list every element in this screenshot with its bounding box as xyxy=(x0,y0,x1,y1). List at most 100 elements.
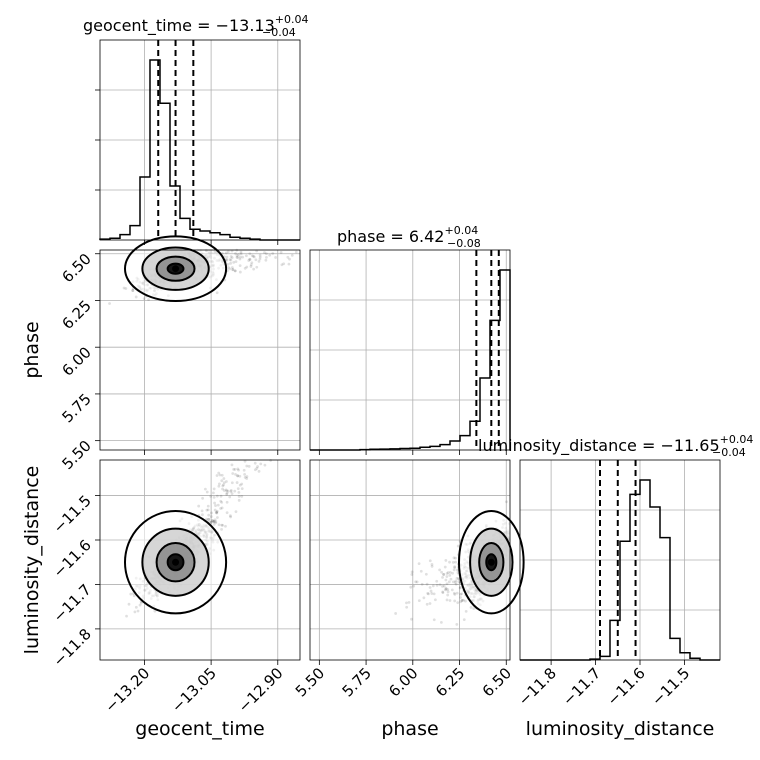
scatter-point xyxy=(442,573,445,576)
scatter-point xyxy=(248,257,252,261)
scatter-point xyxy=(407,600,411,604)
scatter-point xyxy=(233,467,237,471)
scatter-point xyxy=(219,494,223,498)
scatter-point xyxy=(250,261,254,265)
scatter-point xyxy=(428,559,432,563)
scatter-point xyxy=(453,566,457,570)
scatter-point xyxy=(459,585,462,589)
scatter-point xyxy=(279,251,283,254)
tick-label-x: −11.7 xyxy=(559,664,604,709)
scatter-point xyxy=(237,468,240,472)
scatter-point xyxy=(443,588,447,592)
scatter-point xyxy=(228,258,232,261)
scatter-point xyxy=(464,609,468,613)
scatter-point xyxy=(458,586,462,590)
scatter-point xyxy=(224,488,228,492)
scatter-point xyxy=(212,520,215,524)
scatter-point xyxy=(206,508,210,512)
scatter-point xyxy=(207,513,211,517)
scatter-point xyxy=(441,575,444,579)
scatter-point xyxy=(217,482,221,486)
scatter-point xyxy=(456,601,460,605)
scatter-point xyxy=(205,517,208,521)
scatter-point xyxy=(214,511,218,514)
scatter-point xyxy=(459,596,462,599)
scatter-point xyxy=(449,577,453,581)
scatter-point xyxy=(249,265,253,268)
scatter-point xyxy=(271,252,275,255)
scatter-point xyxy=(445,582,449,586)
scatter-point xyxy=(211,491,215,495)
tick-label-y: −11.7 xyxy=(50,581,95,626)
scatter-point xyxy=(455,576,459,580)
scatter-point xyxy=(233,269,237,273)
scatter-point xyxy=(288,257,291,261)
scatter-point xyxy=(240,495,244,498)
scatter-point xyxy=(234,252,237,255)
scatter-point xyxy=(139,601,143,605)
histogram-geocent-time xyxy=(99,59,300,241)
scatter-point xyxy=(452,568,456,572)
panel-geocent-time-vs-luminosity-distance-frame xyxy=(99,459,301,661)
scatter-point xyxy=(212,522,216,526)
scatter-point xyxy=(444,578,448,582)
scatter-point xyxy=(417,562,421,566)
scatter-point xyxy=(450,588,454,592)
scatter-point xyxy=(213,518,217,522)
tick-label-x: −12.90 xyxy=(235,664,287,716)
scatter-point xyxy=(225,492,229,496)
scatter-point xyxy=(442,573,446,576)
tick-label-y: 6.25 xyxy=(58,297,94,333)
scatter-point xyxy=(469,606,473,609)
scatter-point xyxy=(438,583,442,587)
ylabel-luminosity-distance: luminosity_distance xyxy=(21,466,43,655)
title-geocent-time: geocent_time = −13.13+0.04 −0.04 xyxy=(83,13,309,39)
scatter-point xyxy=(129,592,133,596)
scatter-point xyxy=(286,255,290,259)
scatter-point xyxy=(205,508,209,512)
scatter-point xyxy=(422,596,426,600)
scatter-point xyxy=(225,480,228,483)
scatter-point xyxy=(245,477,249,480)
scatter-point xyxy=(236,255,240,259)
scatter-point xyxy=(220,500,224,504)
scatter-point xyxy=(438,568,442,572)
scatter-point xyxy=(256,465,259,468)
scatter-point xyxy=(265,255,268,259)
scatter-point xyxy=(243,266,247,270)
scatter-point xyxy=(124,287,128,290)
scatter-point xyxy=(228,514,232,518)
scatter-point xyxy=(134,605,138,609)
scatter-point xyxy=(236,487,240,491)
scatter-point xyxy=(217,471,221,475)
scatter-point xyxy=(240,487,244,491)
xlabel-phase: phase xyxy=(381,718,438,740)
scatter-point xyxy=(441,590,445,594)
scatter-point xyxy=(222,489,226,492)
scatter-point xyxy=(215,510,219,514)
scatter-point xyxy=(435,583,439,587)
scatter-point xyxy=(430,564,434,568)
scatter-point xyxy=(229,261,233,265)
xlabel-geocent-time: geocent_time xyxy=(135,718,264,740)
scatter-point xyxy=(224,251,228,255)
scatter-point xyxy=(257,260,261,263)
scatter-point xyxy=(431,584,435,588)
scatter-point xyxy=(452,556,456,560)
scatter-point xyxy=(453,581,457,584)
scatter-point xyxy=(451,580,455,584)
scatter-point xyxy=(435,579,439,583)
scatter-point xyxy=(454,556,457,560)
scatter-point xyxy=(264,258,268,262)
scatter-point xyxy=(462,618,466,621)
panel-geocent-time-vs-phase-frame xyxy=(99,249,301,451)
scatter-point xyxy=(453,599,457,603)
scatter-point xyxy=(237,498,241,502)
scatter-point xyxy=(234,510,238,514)
scatter-point xyxy=(227,265,230,269)
scatter-point xyxy=(231,472,235,475)
ylabel-phase: phase xyxy=(21,321,43,378)
scatter-point xyxy=(205,490,209,494)
scatter-point xyxy=(239,250,243,254)
scatter-point xyxy=(233,269,237,273)
